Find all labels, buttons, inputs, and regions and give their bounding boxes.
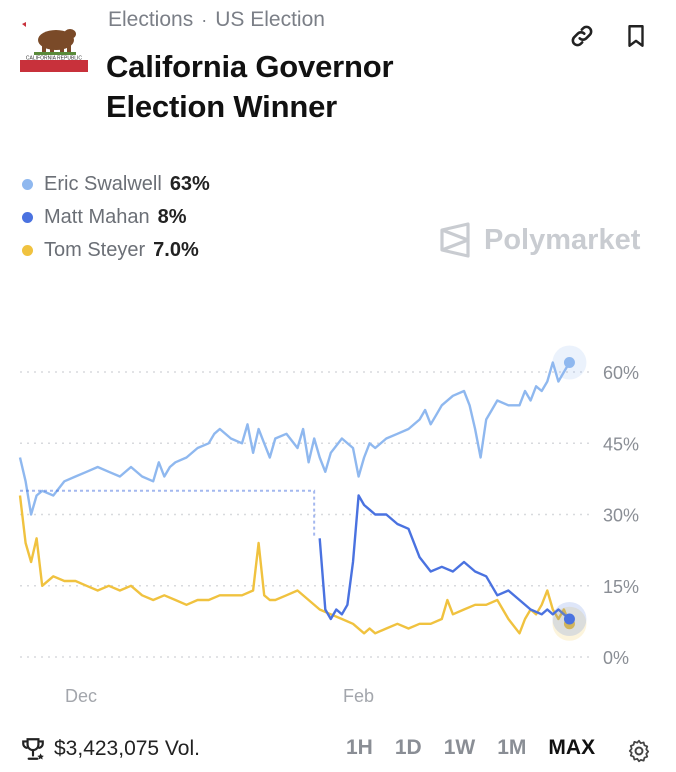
legend-item-steyer: Tom Steyer 7.0%	[22, 234, 210, 267]
brand-name: Polymarket	[484, 223, 641, 256]
series-lines	[18, 361, 571, 635]
range-1h[interactable]: 1H	[346, 736, 373, 759]
settings-gear-icon[interactable]	[626, 738, 652, 764]
legend-name: Tom Steyer	[44, 239, 146, 261]
breadcrumb-separator: ·	[201, 9, 208, 30]
bookmark-icon	[628, 25, 644, 47]
y-tick-label: 15%	[603, 577, 639, 597]
legend-dot	[22, 245, 33, 256]
time-range-selector: 1H 1D 1W 1M MAX	[346, 736, 617, 760]
polymarket-watermark: Polymarket	[438, 222, 640, 258]
link-icon	[571, 25, 593, 47]
legend-value: 7.0%	[153, 239, 199, 261]
legend-value: 63%	[169, 173, 210, 195]
legend-item-mahan: Matt Mahan 8%	[22, 201, 210, 234]
range-1d[interactable]: 1D	[394, 736, 422, 759]
bookmark-button[interactable]	[620, 20, 652, 52]
chart-footer: $3,423,075 Vol. 1H 1D 1W 1M MAX	[0, 730, 676, 770]
chart-legend: Eric Swalwell 63% Matt Mahan 8% Tom Stey…	[22, 168, 210, 267]
page-title: California Governor Election Winner	[106, 49, 394, 124]
legend-item-swalwell: Eric Swalwell 63%	[22, 168, 210, 201]
volume-display: $3,423,075 Vol.	[20, 736, 200, 762]
series-line	[18, 361, 571, 516]
legend-dot	[22, 212, 33, 223]
legend-value: 8%	[157, 206, 187, 228]
price-history-chart[interactable]: 60% 45% 30% 15% 0% Dec Feb	[0, 330, 676, 710]
copy-link-button[interactable]	[566, 20, 598, 52]
series-line-placeholder	[20, 489, 316, 539]
svg-text:CALIFORNIA REPUBLIC: CALIFORNIA REPUBLIC	[26, 56, 83, 62]
breadcrumb-us-election[interactable]: US Election	[215, 8, 325, 31]
x-axis-ticks: Dec Feb	[65, 686, 374, 706]
grid-lines	[20, 371, 592, 658]
x-tick-label: Feb	[343, 686, 374, 706]
y-tick-label: 45%	[603, 434, 639, 454]
series-line	[318, 494, 571, 621]
polymarket-logo-icon	[440, 222, 470, 258]
series-end-point	[563, 613, 575, 625]
legend-name: Eric Swalwell	[44, 173, 162, 195]
legend-dot	[22, 179, 33, 190]
breadcrumb-elections[interactable]: Elections	[108, 8, 194, 31]
series-end-point	[563, 357, 575, 368]
x-tick-label: Dec	[65, 686, 97, 706]
range-1m[interactable]: 1M	[497, 736, 527, 759]
california-flag-icon: CALIFORNIA REPUBLIC	[20, 20, 88, 72]
legend-name: Matt Mahan	[44, 206, 150, 228]
volume-text: $3,423,075 Vol.	[54, 737, 200, 760]
breadcrumb: Elections · US Election	[108, 8, 325, 32]
series-line	[18, 495, 571, 635]
y-tick-label: 30%	[603, 506, 639, 526]
end-markers	[552, 345, 587, 641]
y-tick-label: 60%	[603, 363, 639, 383]
y-tick-label: 0%	[603, 648, 629, 668]
trophy-icon	[22, 738, 44, 760]
range-max[interactable]: MAX	[548, 736, 596, 759]
range-1w[interactable]: 1W	[443, 736, 476, 759]
y-axis-ticks: 60% 45% 30% 15% 0%	[603, 363, 639, 668]
